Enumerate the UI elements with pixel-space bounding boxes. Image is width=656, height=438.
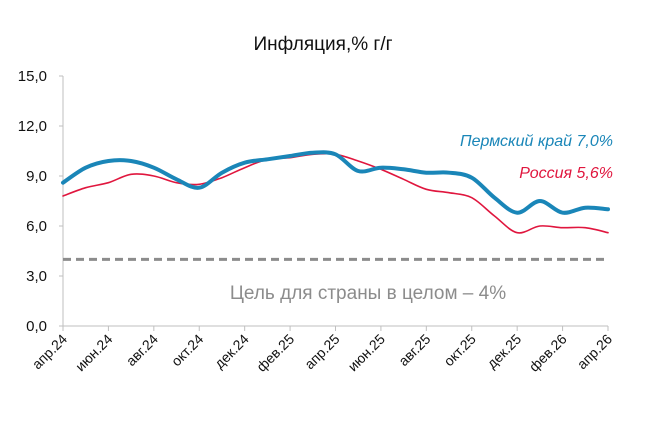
x-tick-label: дек.25 — [484, 331, 525, 372]
x-tick-label: апр.25 — [301, 331, 343, 373]
x-tick-label: фев.25 — [253, 331, 297, 375]
target-label: Цель для страны в целом – 4% — [230, 283, 506, 304]
y-axis: 0,0 3,0 6,0 9,0 12,0 15,0 — [18, 68, 63, 335]
x-tick-label: июн.25 — [345, 331, 389, 375]
x-axis: апр.24 июн.24 авг.24 окт.24 дек.24 фев.25 апр.… — [29, 326, 616, 375]
x-tick-label: окт.24 — [168, 331, 207, 370]
x-tick-label: фев.26 — [526, 331, 570, 375]
series-group — [61, 150, 610, 234]
series-line-perm — [61, 150, 610, 215]
y-tick-label: 12,0 — [18, 118, 47, 135]
x-tick-label: апр.24 — [29, 331, 71, 373]
series-label-perm: Пермский край 7,0% — [460, 133, 613, 150]
x-tick-label: апр.26 — [574, 331, 616, 373]
chart-title: Инфляция,% г/г — [253, 34, 392, 55]
y-tick-label: 0,0 — [26, 318, 47, 335]
x-tick-label: окт.25 — [440, 331, 479, 370]
y-tick-label: 3,0 — [26, 268, 47, 285]
y-tick-label: 6,0 — [26, 218, 47, 235]
x-tick-label: авг.25 — [395, 331, 433, 369]
y-tick-label: 9,0 — [26, 168, 47, 185]
x-tick-label: дек.24 — [211, 331, 252, 372]
x-tick-label: июн.24 — [72, 331, 116, 375]
y-tick-label: 15,0 — [18, 68, 47, 85]
series-label-russia: Россия 5,6% — [519, 165, 613, 182]
x-tick-label: авг.24 — [123, 331, 161, 369]
